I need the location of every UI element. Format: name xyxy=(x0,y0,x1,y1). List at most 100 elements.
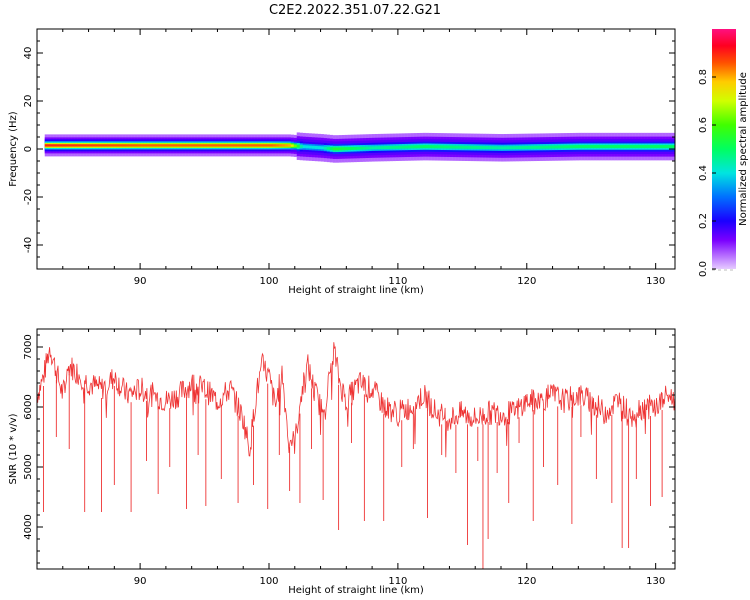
heatmap-cell xyxy=(434,145,438,149)
heatmap-cell xyxy=(56,144,60,147)
heatmap-cell xyxy=(581,145,585,149)
x-tick-label: 110 xyxy=(388,276,407,287)
heatmap-cell xyxy=(428,145,432,149)
heatmap-cell xyxy=(158,144,162,147)
heatmap-cell xyxy=(404,145,408,149)
heatmap-cell xyxy=(92,144,96,147)
heatmap-cell xyxy=(152,144,156,147)
colorbar-tick-label: 0.0 xyxy=(698,261,709,277)
snr-frame xyxy=(36,328,676,570)
heatmap-cell xyxy=(314,145,318,149)
heatmap-cell xyxy=(260,144,264,147)
x-tick-label: 130 xyxy=(646,276,665,287)
heatmap-cell xyxy=(518,146,522,150)
heatmap-cell xyxy=(548,145,552,149)
heatmap-cell xyxy=(53,144,57,147)
heatmap-cell xyxy=(311,145,315,149)
heatmap-cell xyxy=(254,144,258,147)
heatmap-cell xyxy=(191,144,195,147)
heatmap-cell xyxy=(608,145,612,149)
heatmap-cell xyxy=(245,144,249,147)
heatmap-cell xyxy=(479,145,483,149)
heatmap-cell xyxy=(65,144,69,147)
heatmap-cell xyxy=(143,144,147,147)
heatmap-cell xyxy=(110,144,114,147)
heatmap-cell xyxy=(380,146,384,150)
heatmap-cell xyxy=(488,146,492,150)
heatmap-cell xyxy=(47,144,51,147)
heatmap-cell xyxy=(62,144,66,147)
heatmap-cell xyxy=(104,144,108,147)
heatmap-cell xyxy=(467,145,471,149)
heatmap-layer-5 xyxy=(44,144,675,151)
heatmap-cell xyxy=(101,144,105,147)
colorbar: 0.0 0.2 0.4 0.6 0.8 Normalized spectral ampl… xyxy=(698,29,749,277)
heatmap-cell xyxy=(566,145,570,149)
snr-y-axis-label: SNR (10 * v/v) xyxy=(8,413,19,484)
spectrogram-ticks: 90 100 110 120 130 40 20 0 -20 -40 xyxy=(23,28,675,287)
heatmap-cell xyxy=(425,145,429,149)
heatmap-cell xyxy=(374,146,378,150)
heatmap-cell xyxy=(470,145,474,149)
heatmap-cell xyxy=(146,144,150,147)
heatmap-cell xyxy=(203,144,207,147)
heatmap-cell xyxy=(362,146,366,150)
x-tick-label: 110 xyxy=(388,576,407,587)
heatmap-cell xyxy=(551,145,555,149)
heatmap-cell xyxy=(272,144,276,147)
heatmap-cell xyxy=(401,145,405,149)
heatmap-cell xyxy=(182,144,186,147)
heatmap-cell xyxy=(500,146,504,150)
heatmap-cell xyxy=(389,145,393,149)
snr-series-line xyxy=(37,342,675,458)
heatmap-cell xyxy=(386,145,390,149)
heatmap-cell xyxy=(509,146,513,150)
heatmap-cell xyxy=(44,144,48,147)
snr-ticks: 90 100 110 120 130 4000 5000 6000 7000 xyxy=(23,329,675,587)
heatmap-cell xyxy=(296,144,300,148)
heatmap-cell xyxy=(335,147,339,151)
heatmap-cell xyxy=(140,144,144,147)
heatmap-cell xyxy=(185,144,189,147)
heatmap-cell xyxy=(122,144,126,147)
heatmap-cell xyxy=(560,145,564,149)
heatmap-cell xyxy=(323,146,327,150)
heatmap-cell xyxy=(383,146,387,150)
heatmap-cell xyxy=(239,144,243,147)
heatmap-cell xyxy=(542,145,546,149)
x-tick-label: 130 xyxy=(646,576,665,587)
heatmap-cell xyxy=(392,145,396,149)
heatmap-cell xyxy=(623,145,627,149)
heatmap-cell xyxy=(119,144,123,147)
heatmap-cell xyxy=(167,144,171,147)
heatmap-cell xyxy=(68,144,72,147)
snr-panel: 90 100 110 120 130 4000 5000 6000 7000 Height of… xyxy=(8,328,676,596)
heatmap-cell xyxy=(545,145,549,149)
y-tick-label: 4000 xyxy=(23,514,34,539)
heatmap-cell xyxy=(506,146,510,150)
heatmap-cell xyxy=(356,146,360,150)
heatmap-cell xyxy=(341,147,345,151)
heatmap-cell xyxy=(326,146,330,150)
heatmap-cell xyxy=(215,144,219,147)
heatmap-cell xyxy=(446,145,450,149)
heatmap-cell xyxy=(587,145,591,149)
heatmap-cell xyxy=(662,145,666,149)
heatmap-cell xyxy=(269,144,273,147)
heatmap-cell xyxy=(368,146,372,150)
heatmap-cell xyxy=(650,145,654,149)
heatmap-cell xyxy=(461,145,465,149)
heatmap-cell xyxy=(644,145,648,149)
heatmap-cell xyxy=(533,145,537,149)
heatmap-cell xyxy=(320,146,324,150)
heatmap-cell xyxy=(107,144,111,147)
heatmap-cell xyxy=(80,144,84,147)
heatmap-cell xyxy=(83,144,87,147)
heatmap-cell xyxy=(437,145,441,149)
heatmap-cell xyxy=(530,145,534,149)
heatmap-cell xyxy=(599,145,603,149)
heatmap-cell xyxy=(317,146,321,150)
heatmap-cell xyxy=(665,145,669,149)
heatmap-cell xyxy=(572,145,576,149)
